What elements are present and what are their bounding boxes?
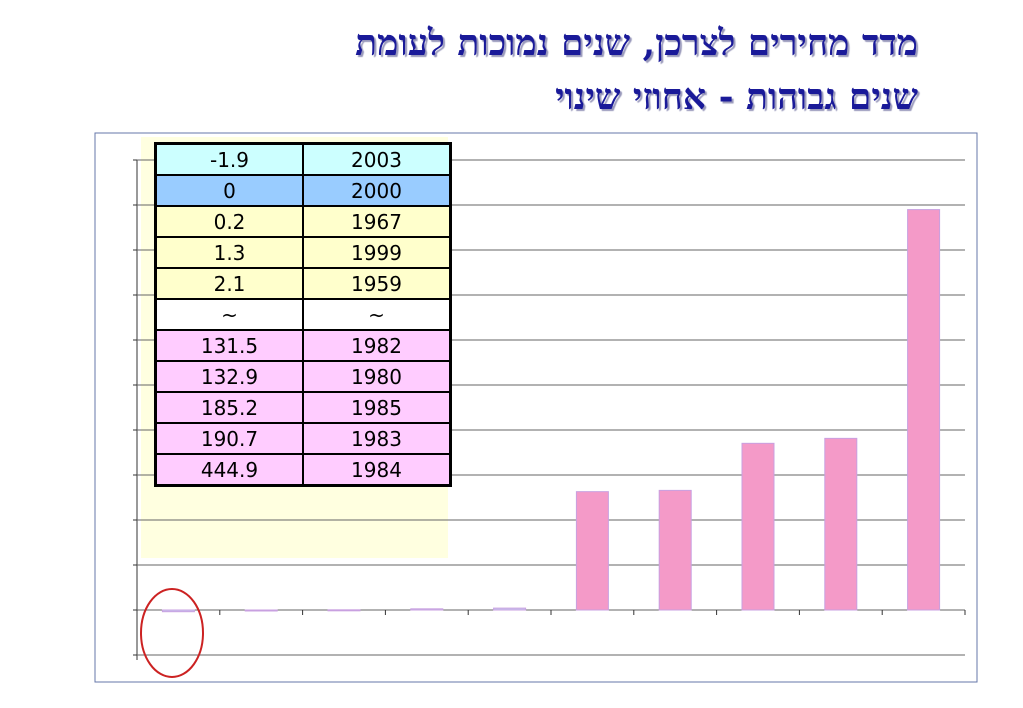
table-row: 132.9 1980 [154,360,452,393]
bar [410,608,444,611]
table-row: 1.3 1999 [154,236,452,269]
table-cell: 1967 [302,205,452,238]
table-cell: 1.3 [154,236,304,269]
bar [327,609,361,612]
bar [907,209,941,611]
table-cell: 2000 [302,174,452,207]
table-row: 2.1 1959 [154,267,452,300]
table-cell: 190.7 [154,422,304,455]
table-cell: 0 [154,174,304,207]
title-line: שנים גבוהות - אחוזי שינוי [555,76,918,118]
table-cell: 1983 [302,422,452,455]
table-cell: 0.2 [154,205,304,238]
table-cell: 1984 [302,453,452,487]
table-cell: 2003 [302,142,452,176]
table-row: 0 2000 [154,174,452,207]
table-row: 190.7 1983 [154,422,452,455]
bar [244,609,278,612]
table-row: 131.5 1982 [154,329,452,362]
bar [824,437,858,611]
table-cell: 1985 [302,391,452,424]
table-row: 444.9 1984 [154,453,452,487]
table-cell: 185.2 [154,391,304,424]
table-cell: ~ [302,298,452,331]
table-cell: -1.9 [154,142,304,176]
table-cell: 1980 [302,360,452,393]
table-cell: 444.9 [154,453,304,487]
table-row: 185.2 1985 [154,391,452,424]
bar [161,609,195,613]
bar [658,489,692,611]
table-row: 0.2 1967 [154,205,452,238]
plot-frame [94,132,978,683]
bar [493,607,527,611]
table-row: ~ ~ [154,298,452,331]
table-row: -1.9 2003 [154,142,452,176]
table-cell: 131.5 [154,329,304,362]
table-cell: 2.1 [154,267,304,300]
table-cell: 132.9 [154,360,304,393]
table-cell: 1999 [302,236,452,269]
table-cell: 1982 [302,329,452,362]
table-cell: 1959 [302,267,452,300]
data-table: -1.9 2003 0 2000 0.2 1967 1.3 1999 2.1 1959 ~ ~131.… [154,142,452,487]
title-line: מדד מחירים לצרכן, שנים נמוכות לעומת [355,22,918,64]
table-cell: ~ [154,298,304,331]
bar [741,442,775,611]
bar [575,491,609,611]
